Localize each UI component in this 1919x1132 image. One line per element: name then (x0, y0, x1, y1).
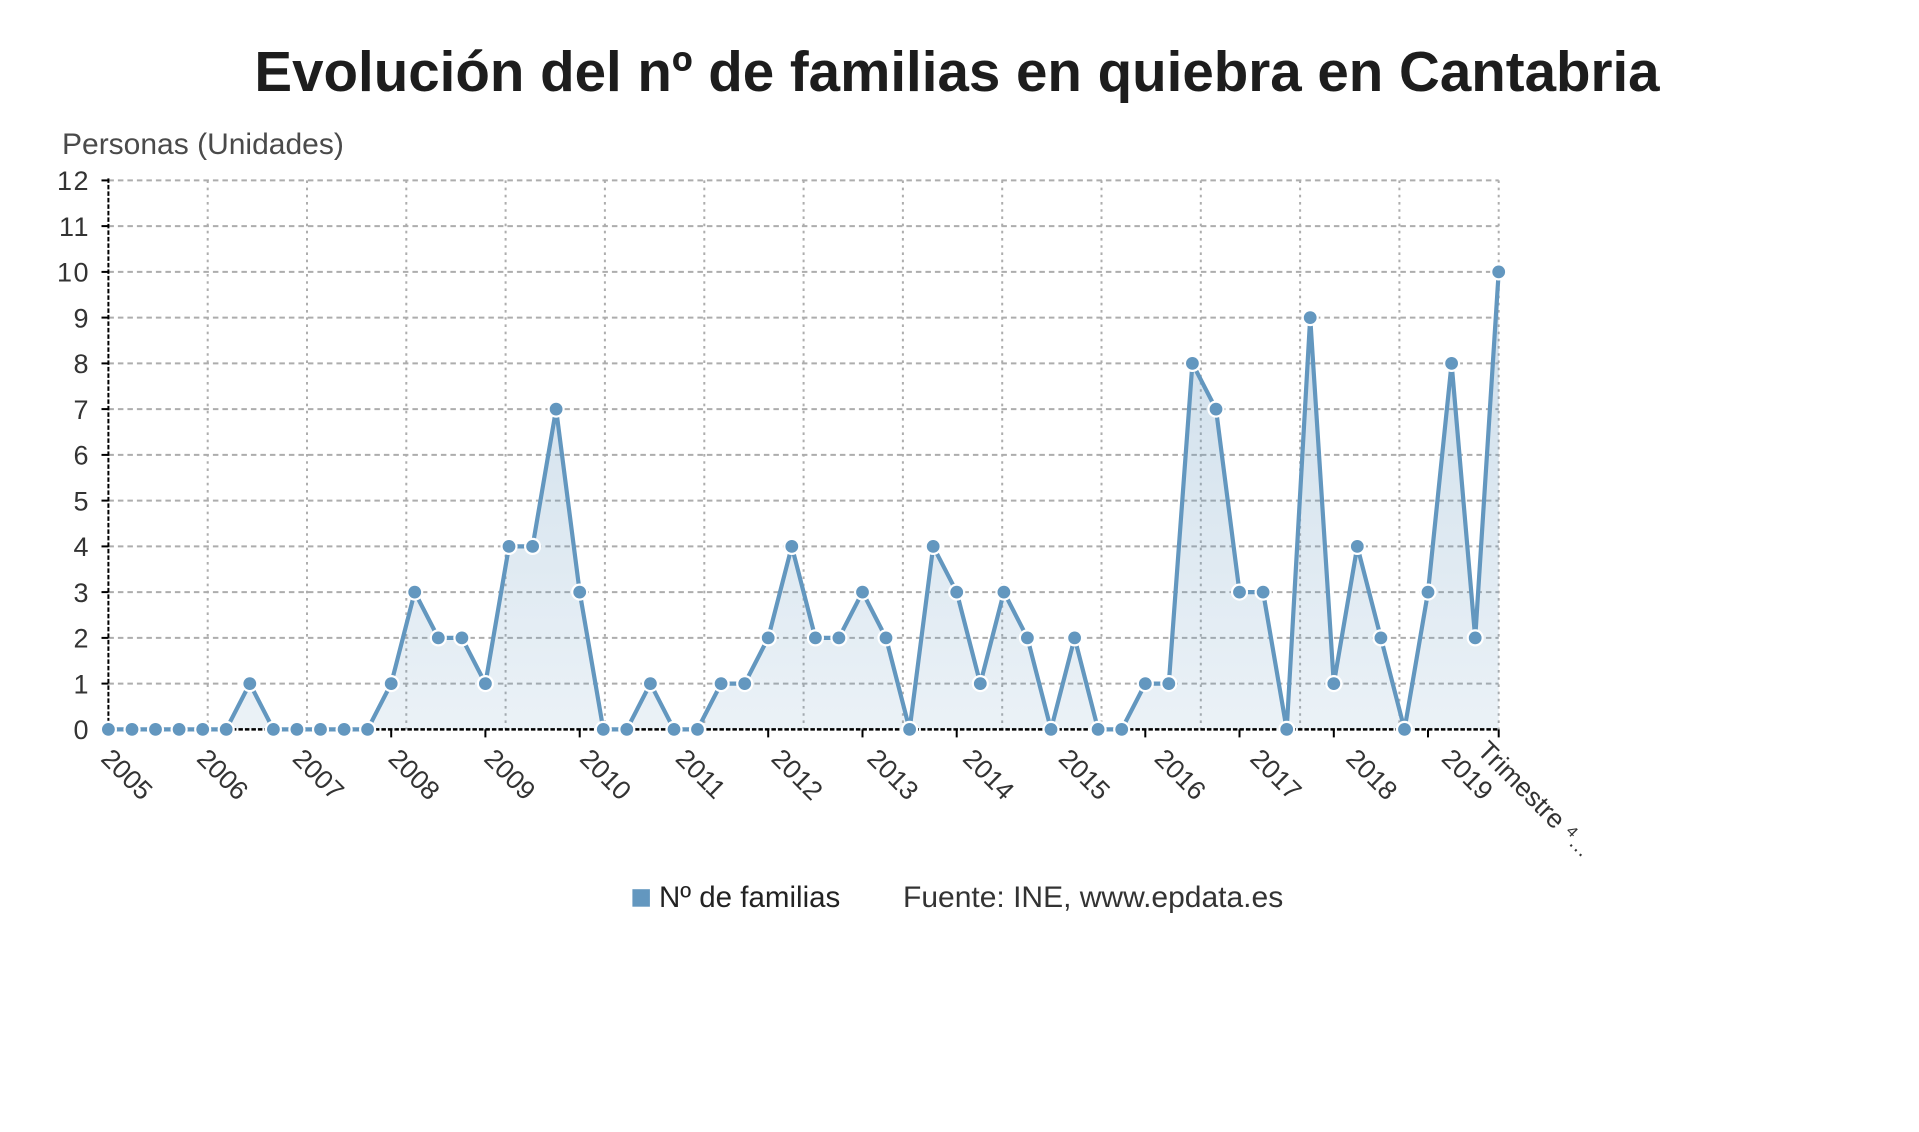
svg-text:4: 4 (73, 532, 90, 562)
svg-text:2: 2 (73, 624, 90, 654)
svg-text:Nº de familias: Nº de familias (659, 881, 840, 914)
svg-text:Evolución del nº de familias e: Evolución del nº de familias en quiebra … (254, 40, 1660, 103)
svg-text:8: 8 (73, 349, 90, 379)
svg-text:Personas (Unidades): Personas (Unidades) (62, 128, 344, 161)
svg-text:6: 6 (73, 441, 90, 471)
svg-text:10: 10 (57, 258, 90, 288)
svg-text:12: 12 (57, 166, 90, 196)
svg-text:9: 9 (73, 303, 90, 333)
svg-text:1: 1 (73, 669, 90, 699)
svg-text:Fuente: INE, www.epdata.es: Fuente: INE, www.epdata.es (903, 881, 1283, 914)
svg-text:3: 3 (73, 578, 90, 608)
svg-text:0: 0 (73, 715, 90, 745)
svg-text:5: 5 (73, 486, 90, 516)
svg-text:7: 7 (73, 395, 90, 425)
svg-text:11: 11 (59, 212, 90, 242)
